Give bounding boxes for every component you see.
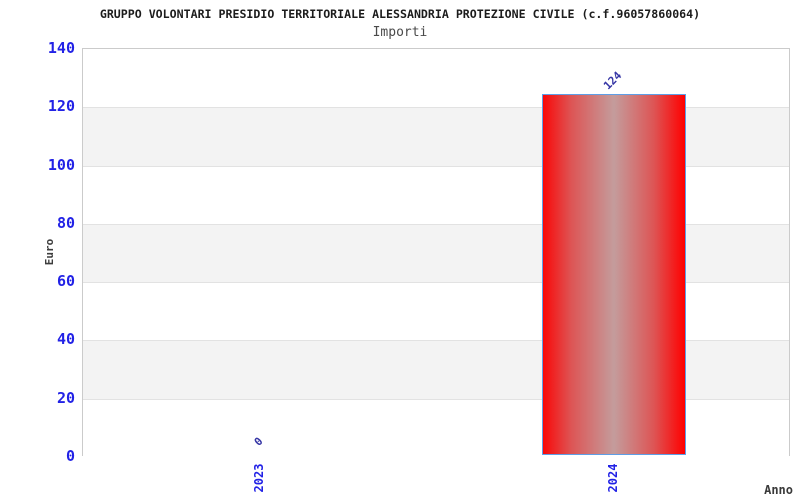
y-tick-label: 40 [56,330,75,348]
y-tick-label: 80 [56,214,75,232]
y-tick-label: 20 [56,389,75,407]
chart-subtitle: Importi [372,25,428,40]
gridline [83,399,789,400]
gridline [83,107,789,108]
y-tick-label: 60 [56,272,75,290]
gridline [83,166,789,167]
y-tick-label: 140 [47,39,75,57]
x-axis-label: Anno [764,483,793,497]
chart-title: GRUPPO VOLONTARI PRESIDIO TERRITORIALE A… [99,7,701,21]
y-tick-label: 120 [47,97,75,115]
gridline [83,224,789,225]
y-tick-label: 100 [47,156,75,174]
bar-2024 [542,94,686,455]
gridline [83,340,789,341]
plot-area [82,48,790,457]
x-tick-label-2023: 2023 [252,463,266,493]
y-tick-label: 0 [65,447,75,465]
x-tick-label-2024: 2024 [606,463,620,493]
y-axis-label: Euro [43,238,56,266]
gridline [83,282,789,283]
